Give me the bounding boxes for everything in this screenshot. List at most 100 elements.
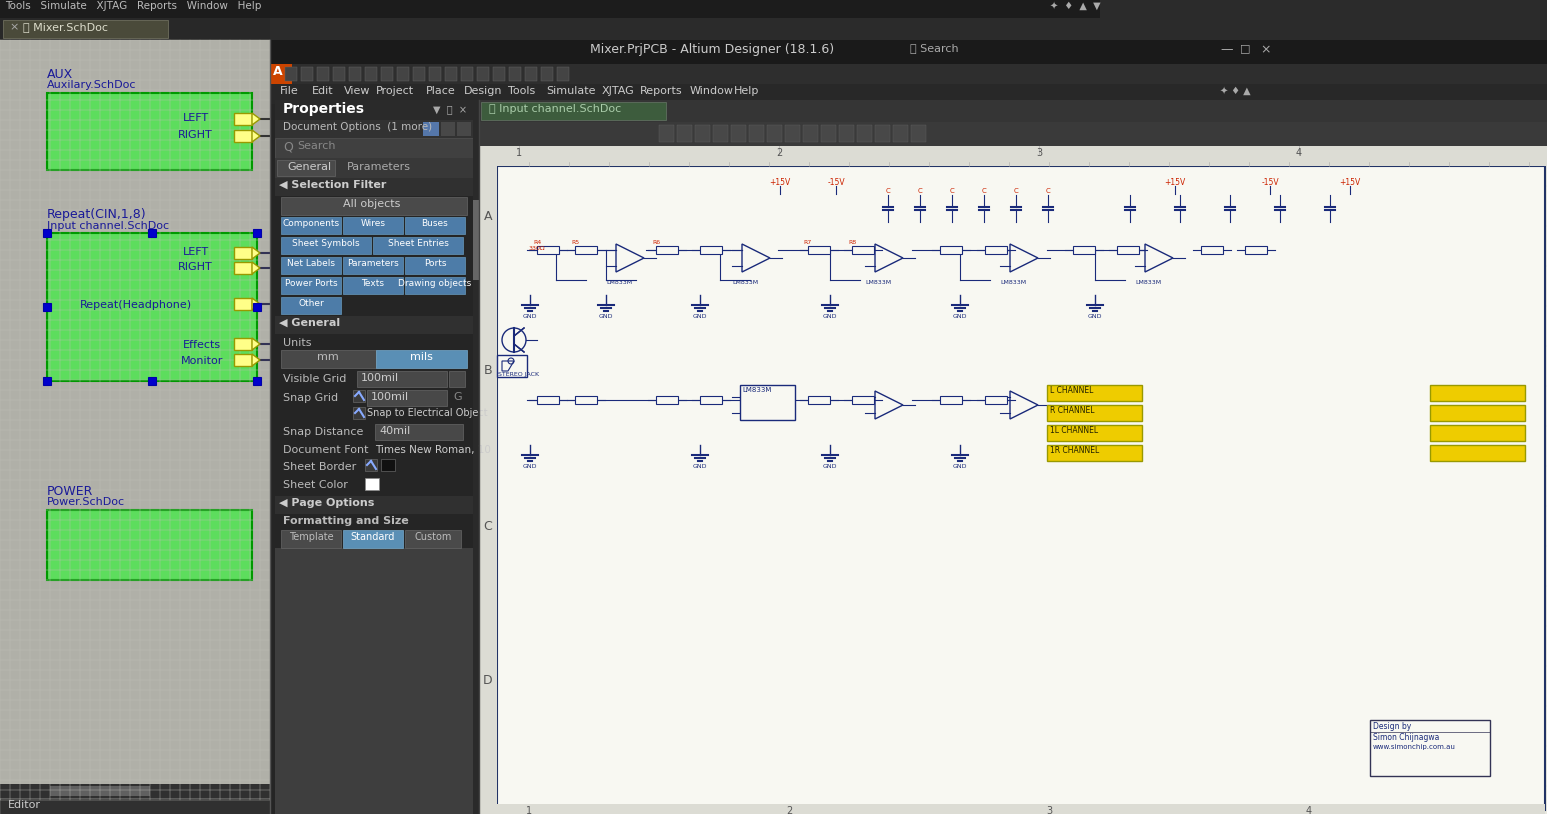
Text: General: General	[288, 162, 331, 172]
Text: AUX: AUX	[46, 68, 73, 81]
Bar	[271, 64, 1547, 84]
Bar	[1200, 246, 1224, 254]
Bar	[374, 424, 463, 440]
Bar	[473, 200, 480, 280]
Text: R8: R8	[848, 240, 855, 245]
Text: A: A	[484, 209, 492, 222]
Bar	[275, 496, 473, 514]
Bar	[275, 100, 473, 120]
Text: Custom: Custom	[415, 532, 452, 542]
Bar	[575, 246, 597, 254]
Bar	[699, 396, 722, 404]
Bar	[1429, 385, 1525, 401]
Text: ◀ Selection Filter: ◀ Selection Filter	[278, 180, 387, 190]
Text: C: C	[917, 188, 922, 194]
Bar	[46, 510, 252, 580]
Bar	[373, 237, 463, 254]
Text: 100mil: 100mil	[371, 392, 408, 402]
Bar	[497, 166, 1545, 810]
Text: 1L CHANNEL: 1L CHANNEL	[1050, 426, 1098, 435]
Text: Project: Project	[376, 86, 415, 96]
Bar	[461, 67, 473, 81]
Bar	[343, 257, 404, 274]
Polygon shape	[252, 247, 260, 259]
Text: Net Labels: Net Labels	[288, 259, 336, 268]
Text: LEFT: LEFT	[183, 247, 209, 257]
Text: Repeat(CIN,1,8): Repeat(CIN,1,8)	[46, 208, 147, 221]
Bar	[357, 371, 447, 387]
Bar	[271, 84, 1547, 104]
Text: File: File	[280, 86, 299, 96]
Bar	[353, 407, 365, 419]
Bar	[282, 237, 371, 254]
Polygon shape	[252, 262, 260, 274]
Text: Power Ports: Power Ports	[285, 279, 337, 288]
Text: ✦  ♦  ▲  ▼: ✦ ♦ ▲ ▼	[1050, 1, 1100, 11]
Text: -15V: -15V	[828, 178, 845, 187]
Bar	[333, 67, 345, 81]
Text: Tools   Simulate   XJTAG   Reports   Window   Help: Tools Simulate XJTAG Reports Window Help	[5, 1, 261, 11]
Bar	[282, 257, 340, 274]
Bar	[429, 67, 441, 81]
Bar	[1245, 246, 1267, 254]
Bar	[656, 396, 678, 404]
Text: +15V: +15V	[769, 178, 791, 187]
Text: C: C	[484, 519, 492, 532]
Bar	[480, 146, 497, 814]
Text: 3: 3	[1036, 148, 1043, 158]
Bar	[282, 350, 376, 368]
Text: —: —	[1221, 43, 1233, 56]
Bar	[234, 130, 252, 142]
Bar	[808, 246, 831, 254]
Bar	[275, 120, 473, 138]
Text: Place: Place	[425, 86, 456, 96]
Bar	[43, 229, 51, 237]
Text: ⬜ Mixer.SchDoc: ⬜ Mixer.SchDoc	[23, 22, 108, 32]
Text: Wires: Wires	[360, 219, 385, 228]
Bar	[234, 113, 252, 125]
Text: Parameters: Parameters	[347, 162, 412, 172]
Text: -15V: -15V	[1261, 178, 1279, 187]
Polygon shape	[252, 113, 260, 125]
Bar	[282, 297, 340, 314]
Bar	[480, 146, 1547, 814]
Text: Power.SchDoc: Power.SchDoc	[46, 497, 125, 507]
Bar	[350, 67, 360, 81]
Bar	[656, 246, 678, 254]
Bar	[282, 530, 340, 548]
Bar	[493, 67, 504, 81]
Bar	[275, 138, 473, 158]
Text: RIGHT: RIGHT	[178, 130, 213, 140]
Bar	[575, 396, 597, 404]
Text: Times New Roman, 10: Times New Roman, 10	[374, 445, 490, 455]
Text: Sheet Symbols: Sheet Symbols	[292, 239, 360, 248]
Polygon shape	[252, 338, 260, 350]
Bar	[480, 146, 1547, 166]
Bar	[149, 229, 156, 237]
Bar	[0, 40, 271, 800]
Bar	[271, 40, 1547, 814]
Text: LM833M: LM833M	[606, 280, 633, 285]
Text: GND: GND	[523, 314, 537, 319]
Bar	[767, 125, 781, 142]
Bar	[271, 40, 1547, 64]
Bar	[678, 125, 692, 142]
Bar	[1047, 405, 1142, 421]
Text: Standard: Standard	[351, 532, 394, 542]
Bar	[838, 125, 854, 142]
Bar	[537, 246, 558, 254]
Bar	[46, 93, 252, 170]
Polygon shape	[252, 298, 260, 310]
Bar	[381, 67, 393, 81]
Text: 1: 1	[517, 148, 521, 158]
Bar	[659, 125, 674, 142]
Bar	[480, 122, 1547, 146]
Text: Effects: Effects	[183, 340, 221, 350]
Bar	[541, 67, 552, 81]
Bar	[275, 316, 473, 334]
Text: XJTAG: XJTAG	[602, 86, 634, 96]
Bar	[405, 530, 461, 548]
Text: 100mil: 100mil	[360, 373, 399, 383]
Bar	[739, 385, 795, 420]
Text: ◀ Page Options: ◀ Page Options	[278, 498, 374, 508]
